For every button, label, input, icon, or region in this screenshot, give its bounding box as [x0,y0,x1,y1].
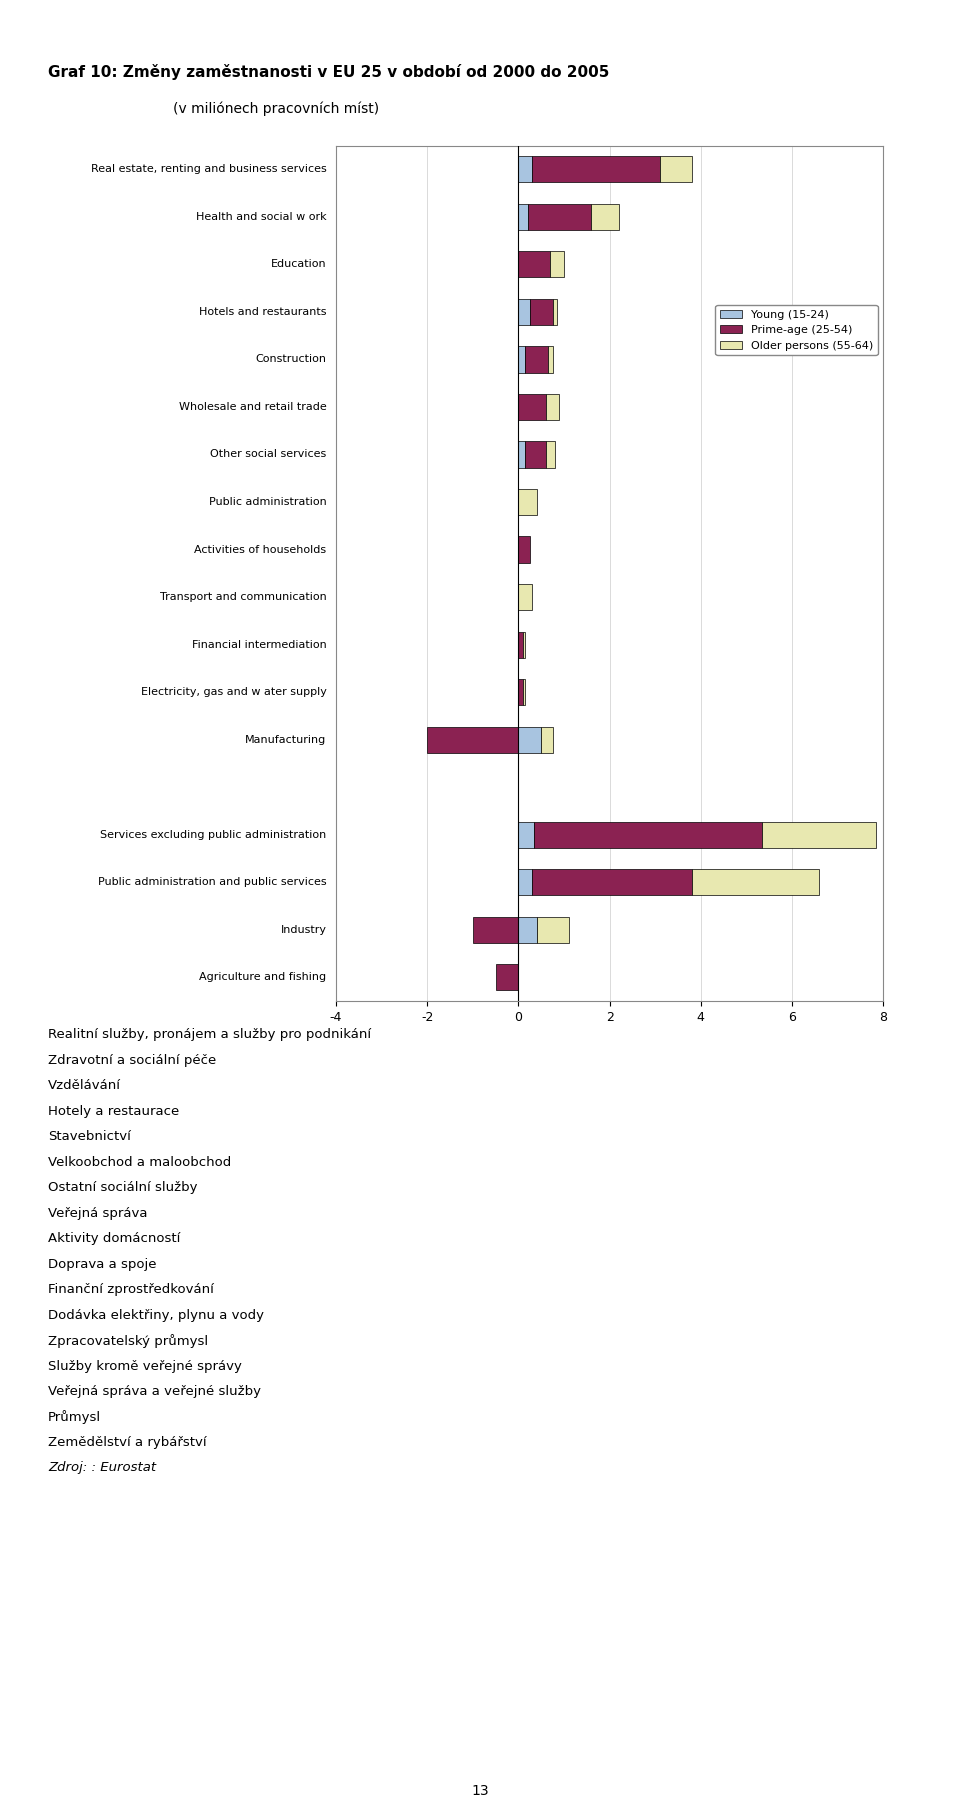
Text: Graf 10: Změny zaměstnanosti v EU 25 v období od 2000 do 2005: Graf 10: Změny zaměstnanosti v EU 25 v o… [48,64,610,80]
Text: Education: Education [271,260,326,269]
Bar [530,298,553,326]
Text: Hotely a restaurace: Hotely a restaurace [48,1105,180,1117]
Text: Služby kromě veřejné správy: Služby kromě veřejné správy [48,1360,242,1372]
Text: Zdravotní a sociální péče: Zdravotní a sociální péče [48,1054,216,1067]
Text: Hotels and restaurants: Hotels and restaurants [199,308,326,317]
Text: 13: 13 [471,1784,489,1798]
Text: Financial intermediation: Financial intermediation [192,639,326,650]
Bar [553,298,557,326]
Text: Vzdělávání: Vzdělávání [48,1079,121,1092]
Bar [518,490,537,515]
Bar [528,204,591,229]
Bar [525,442,545,468]
Bar [427,726,518,753]
Bar [541,726,553,753]
Bar [762,821,876,848]
Bar [545,442,555,468]
Text: Zemědělství a rybářství: Zemědělství a rybářství [48,1436,206,1449]
Bar [495,965,518,990]
Text: Electricity, gas and w ater supply: Electricity, gas and w ater supply [140,688,326,697]
Text: Other social services: Other social services [210,450,326,459]
Text: Průmysl: Průmysl [48,1410,101,1425]
Bar [518,442,525,468]
Text: Manufacturing: Manufacturing [245,735,326,744]
Text: Public administration and public services: Public administration and public service… [98,877,326,886]
Text: Realitní služby, pronájem a služby pro podnikání: Realitní služby, pronájem a služby pro p… [48,1028,372,1041]
Bar [525,346,548,373]
Bar [545,393,560,420]
Bar [518,917,537,943]
Text: Zpracovatelský průmysl: Zpracovatelský průmysl [48,1334,208,1349]
Text: Zdroj: : Eurostat: Zdroj: : Eurostat [48,1461,156,1474]
Legend: Young (15-24), Prime-age (25-54), Older persons (55-64): Young (15-24), Prime-age (25-54), Older … [715,306,877,355]
Text: Real estate, renting and business services: Real estate, renting and business servic… [90,164,326,175]
Bar [535,821,762,848]
Bar [518,157,532,182]
Bar [518,821,535,848]
Bar [518,298,530,326]
Bar [518,726,541,753]
Text: Construction: Construction [255,355,326,364]
Text: Agriculture and fishing: Agriculture and fishing [200,972,326,983]
Bar [550,251,564,277]
Text: Industry: Industry [280,925,326,935]
Bar [518,632,523,657]
Bar [591,204,618,229]
Bar [548,346,553,373]
Bar [518,251,550,277]
Text: Velkoobchod a maloobchod: Velkoobchod a maloobchod [48,1156,231,1168]
Bar [660,157,691,182]
Text: Activities of households: Activities of households [194,544,326,555]
Bar [518,346,525,373]
Bar [518,584,532,610]
Text: Stavebnictví: Stavebnictví [48,1130,131,1143]
Bar [518,679,523,704]
Bar [532,870,691,895]
Text: Transport and communication: Transport and communication [159,592,326,602]
Text: Ostatní sociální služby: Ostatní sociální služby [48,1181,198,1194]
Bar [518,537,530,562]
Bar [518,204,528,229]
Text: Veřejná správa a veřejné služby: Veřejná správa a veřejné služby [48,1385,261,1398]
Bar [537,917,568,943]
Text: Dodávka elektřiny, plynu a vody: Dodávka elektřiny, plynu a vody [48,1309,264,1321]
Bar [518,393,545,420]
Text: Services excluding public administration: Services excluding public administration [100,830,326,839]
Bar [523,632,525,657]
Bar [518,870,532,895]
Text: Aktivity domácností: Aktivity domácností [48,1232,180,1245]
Bar [472,917,518,943]
Text: (v miliónech pracovních míst): (v miliónech pracovních míst) [173,102,379,116]
Bar [691,870,819,895]
Text: Finanční zprostředkování: Finanční zprostředkování [48,1283,214,1296]
Text: Doprava a spoje: Doprava a spoje [48,1258,156,1270]
Bar [532,157,660,182]
Text: Health and social w ork: Health and social w ork [196,211,326,222]
Text: Veřejná správa: Veřejná správa [48,1207,148,1219]
Text: Wholesale and retail trade: Wholesale and retail trade [179,402,326,411]
Bar [523,679,525,704]
Text: Public administration: Public administration [208,497,326,508]
